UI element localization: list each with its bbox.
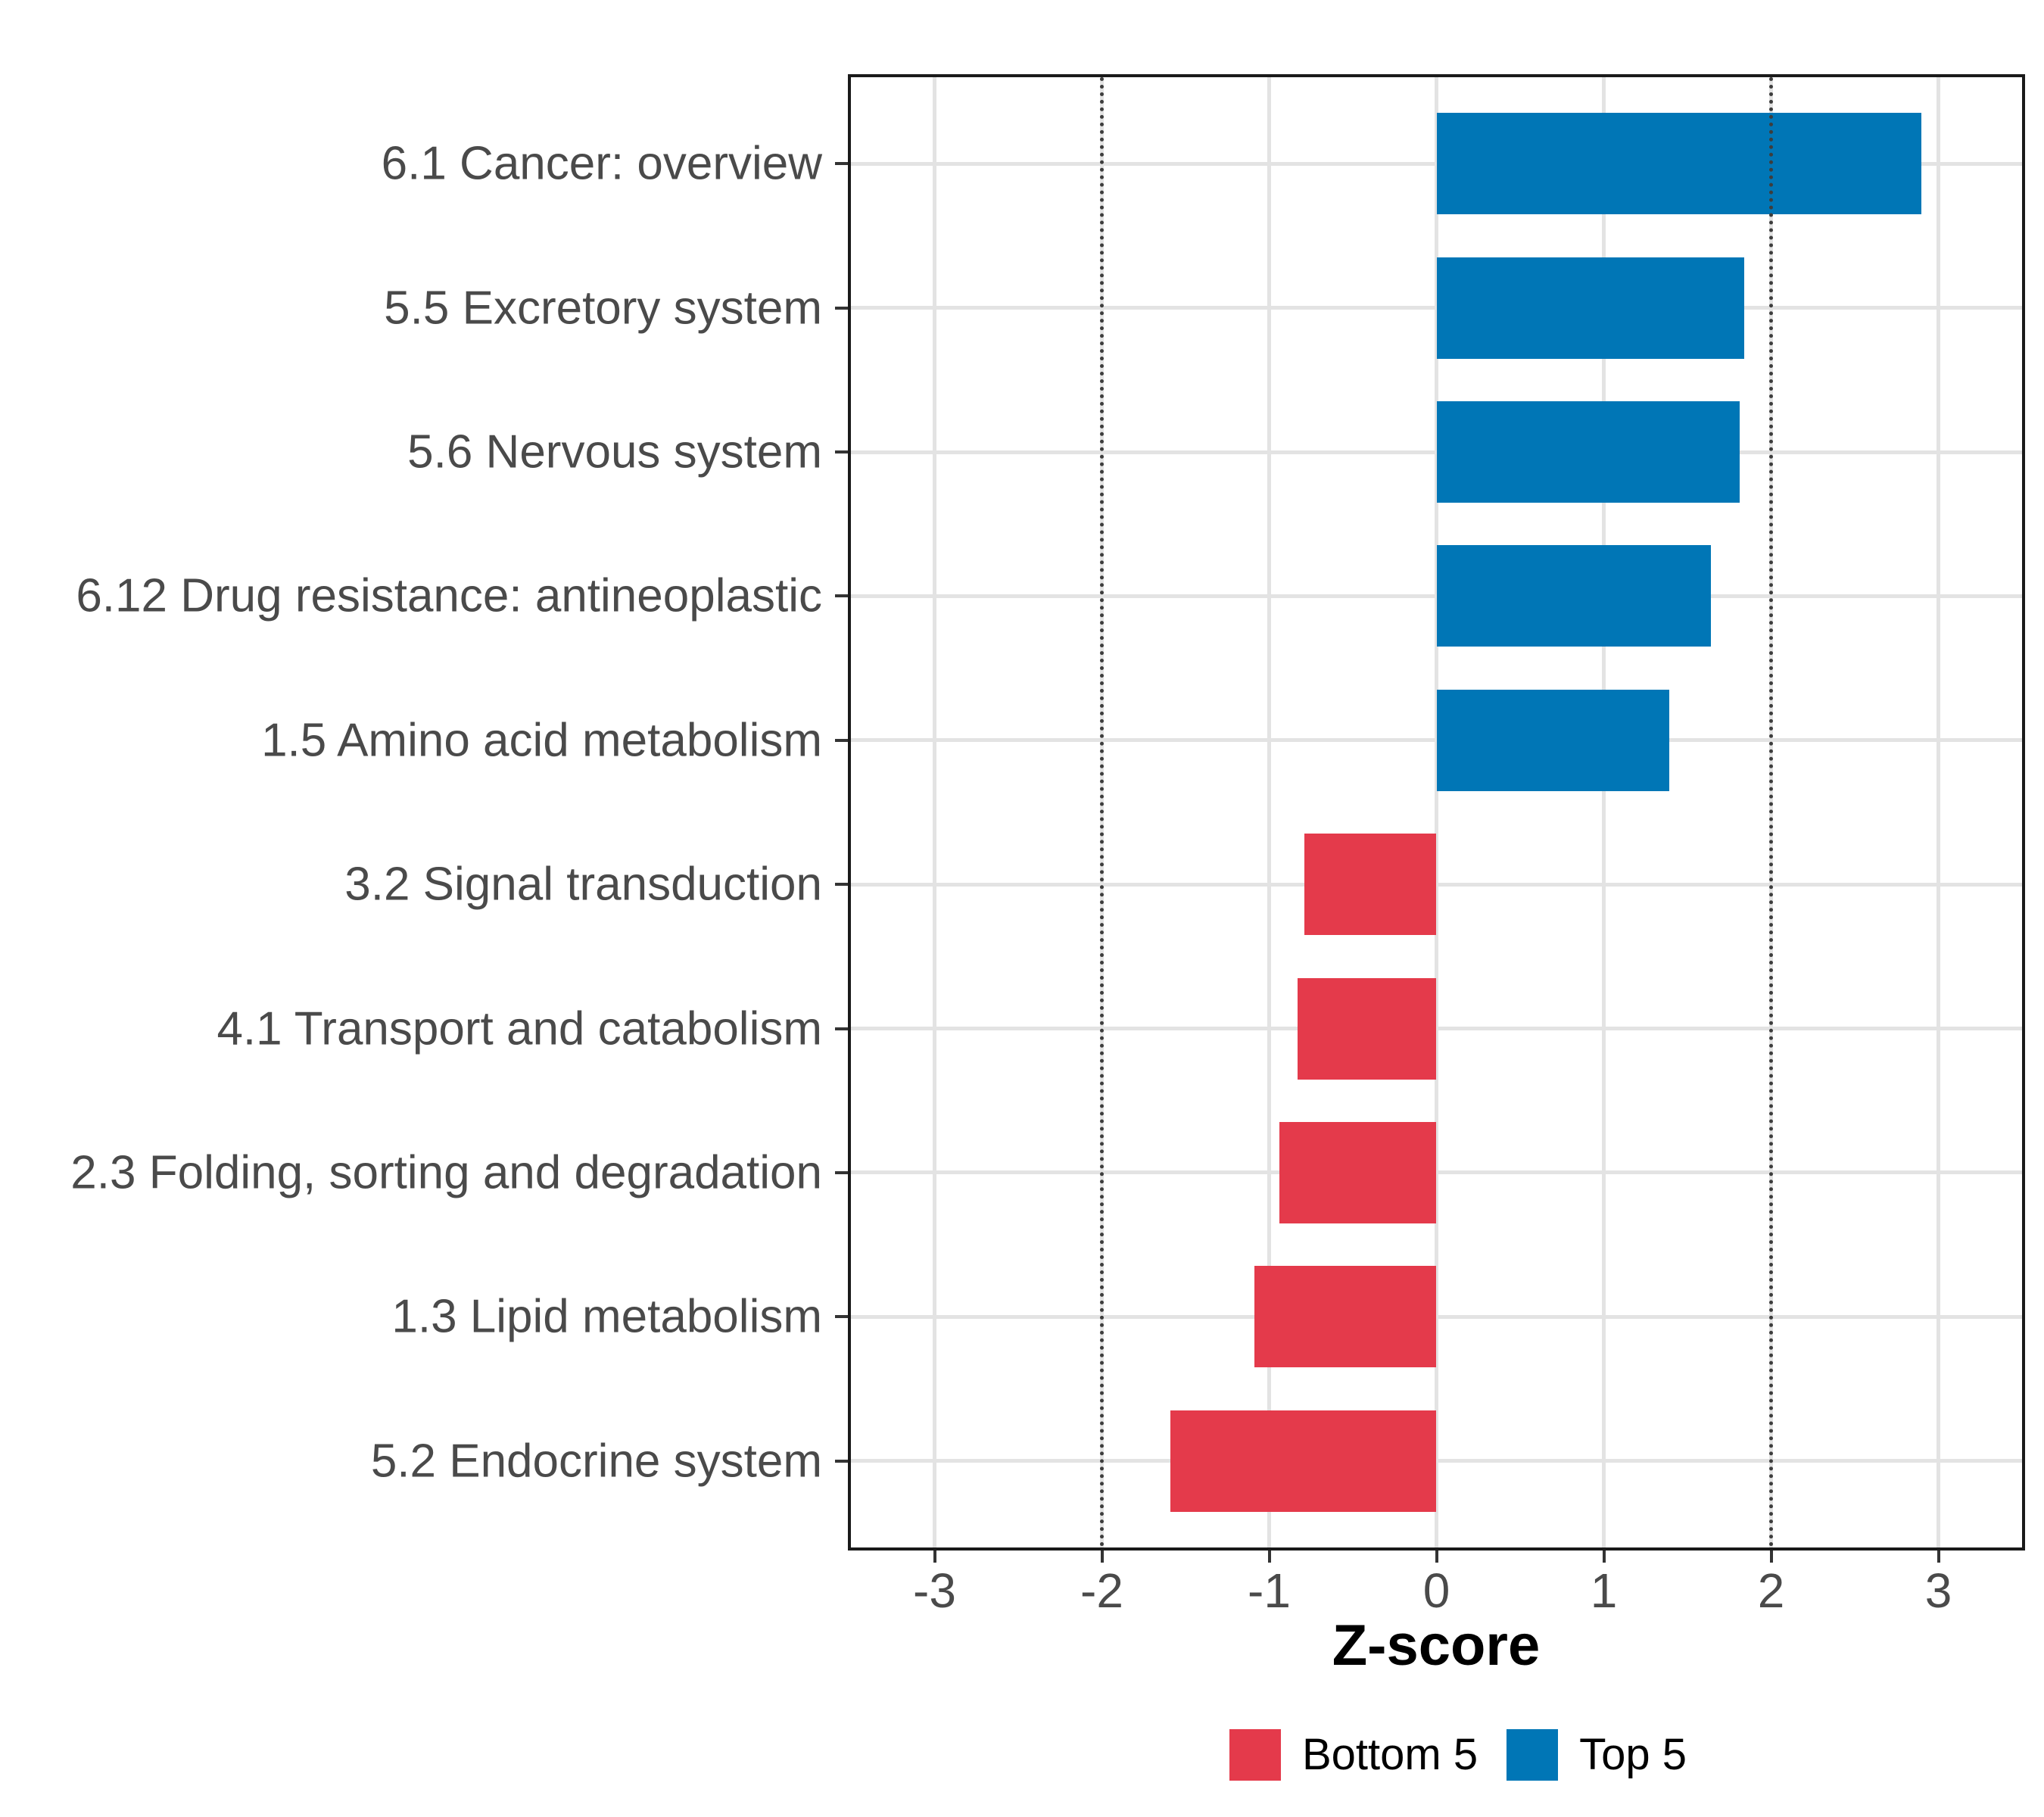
- y-axis-label-5-2-endocrine-system: 5.2 Endocrine system: [370, 1435, 822, 1488]
- bar-6-1-cancer-overview: [1436, 113, 1922, 215]
- y-axis-label-6-1-cancer-overview: 6.1 Cancer: overview: [381, 137, 822, 190]
- y-axis-label-1-3-lipid-metabolism: 1.3 Lipid metabolism: [391, 1290, 822, 1343]
- x-tick-label-2: 2: [1757, 1563, 1785, 1618]
- x-tick-label-0: 0: [1422, 1563, 1450, 1618]
- bar-5-6-nervous-system: [1436, 401, 1740, 503]
- legend-swatch-bottom-5: [1229, 1729, 1281, 1781]
- gridline-x--3: [933, 77, 936, 1547]
- y-axis-label-2-3-folding-sorting-and-degradation: 2.3 Folding, sorting and degradation: [70, 1146, 822, 1199]
- gridline-row-4-1-transport-and-catabolism: [851, 1027, 2022, 1031]
- reference-line-x--2: [1100, 77, 1104, 1547]
- y-tick-5-2-endocrine-system: [835, 1459, 848, 1463]
- y-tick-4-1-transport-and-catabolism: [835, 1027, 848, 1030]
- bar-6-12-drug-resistance-antineoplastic: [1436, 545, 1711, 647]
- y-axis-label-5-6-nervous-system: 5.6 Nervous system: [407, 425, 822, 478]
- y-tick-6-12-drug-resistance-antineoplastic: [835, 594, 848, 598]
- x-tick-1: [1602, 1551, 1606, 1563]
- legend: Bottom 5 Top 5: [1229, 1729, 1687, 1781]
- x-tick-3: [1937, 1551, 1940, 1563]
- legend-item-bottom-5: Bottom 5: [1229, 1729, 1478, 1781]
- x-tick-label--1: -1: [1248, 1563, 1291, 1618]
- bar-5-2-endocrine-system: [1170, 1410, 1437, 1512]
- y-axis-label-5-5-excretory-system: 5.5 Excretory system: [384, 282, 822, 335]
- legend-label-bottom-5: Bottom 5: [1301, 1730, 1478, 1779]
- x-tick-label-3: 3: [1924, 1563, 1952, 1618]
- x-tick-2: [1769, 1551, 1773, 1563]
- x-tick--3: [933, 1551, 936, 1563]
- x-axis-title: Z-score: [1332, 1613, 1541, 1678]
- y-tick-2-3-folding-sorting-and-degradation: [835, 1170, 848, 1174]
- bar-1-5-amino-acid-metabolism: [1436, 689, 1669, 791]
- y-tick-6-1-cancer-overview: [835, 162, 848, 166]
- legend-item-top-5: Top 5: [1507, 1729, 1687, 1781]
- x-tick--2: [1100, 1551, 1104, 1563]
- y-tick-5-6-nervous-system: [835, 450, 848, 454]
- gridline-row-5-2-endocrine-system: [851, 1459, 2022, 1463]
- gridline-row-2-3-folding-sorting-and-degradation: [851, 1170, 2022, 1175]
- x-tick-label--3: -3: [913, 1563, 956, 1618]
- x-tick-0: [1435, 1551, 1438, 1563]
- gridline-x--1: [1267, 77, 1271, 1547]
- x-tick--1: [1267, 1551, 1271, 1563]
- gridline-row-3-2-signal-transduction: [851, 882, 2022, 887]
- legend-swatch-top-5: [1507, 1729, 1559, 1781]
- x-tick-label--2: -2: [1080, 1563, 1123, 1618]
- reference-line-x-2: [1769, 77, 1773, 1547]
- gridline-row-1-3-lipid-metabolism: [851, 1314, 2022, 1319]
- bar-2-3-folding-sorting-and-degradation: [1279, 1121, 1437, 1223]
- gridline-x-1: [1602, 77, 1606, 1547]
- bar-3-2-signal-transduction: [1304, 834, 1437, 936]
- y-axis-label-6-12-drug-resistance-antineoplastic: 6.12 Drug resistance: antineoplastic: [76, 569, 822, 622]
- bar-4-1-transport-and-catabolism: [1298, 977, 1437, 1080]
- y-tick-1-5-amino-acid-metabolism: [835, 738, 848, 742]
- y-axis-label-1-5-amino-acid-metabolism: 1.5 Amino acid metabolism: [261, 714, 822, 767]
- x-tick-label-1: 1: [1590, 1563, 1618, 1618]
- y-axis-label-3-2-signal-transduction: 3.2 Signal transduction: [344, 858, 822, 911]
- legend-label-top-5: Top 5: [1579, 1730, 1687, 1779]
- bar-5-5-excretory-system: [1436, 257, 1745, 359]
- y-tick-3-2-signal-transduction: [835, 883, 848, 887]
- bar-1-3-lipid-metabolism: [1254, 1266, 1437, 1368]
- y-tick-5-5-excretory-system: [835, 306, 848, 310]
- plot-panel: [848, 74, 2025, 1551]
- y-tick-1-3-lipid-metabolism: [835, 1315, 848, 1319]
- plot-area: [851, 77, 2022, 1547]
- y-axis-label-4-1-transport-and-catabolism: 4.1 Transport and catabolism: [217, 1002, 822, 1055]
- gridline-x-3: [1937, 77, 1940, 1547]
- gridline-x-0: [1435, 77, 1438, 1547]
